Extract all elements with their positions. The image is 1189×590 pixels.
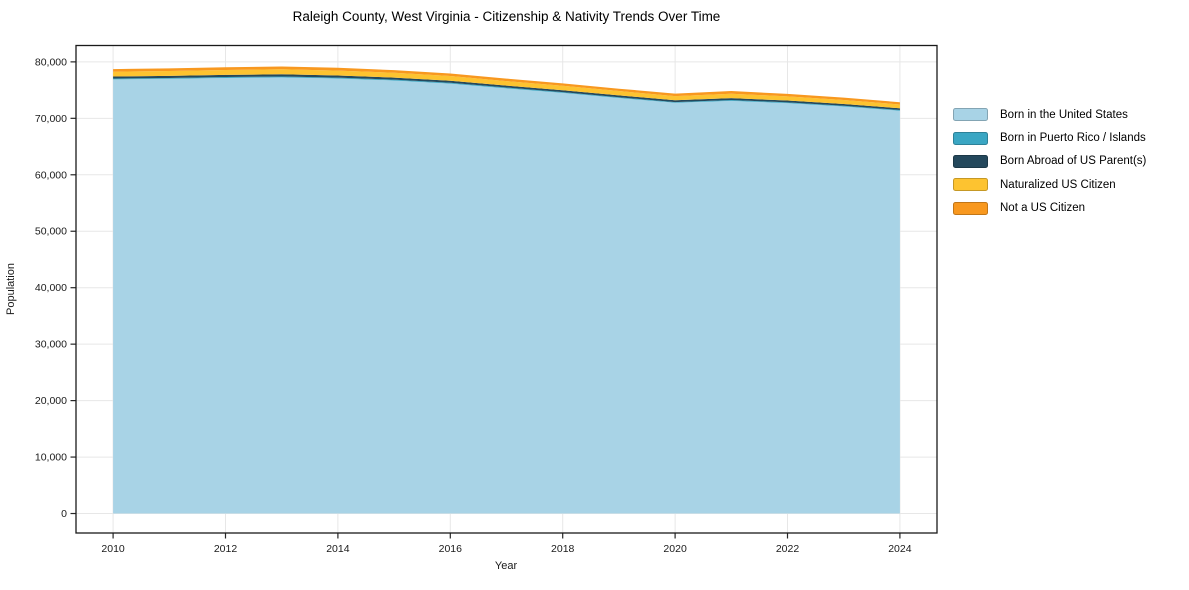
y-tick-label: 60,000 xyxy=(35,169,67,181)
area-not-a-us-citizen xyxy=(113,66,900,105)
area-born-in-the-united-states xyxy=(113,77,900,514)
area-naturalized-us-citizen xyxy=(113,69,900,109)
legend-label: Naturalized US Citizen xyxy=(1000,178,1116,191)
plot-border xyxy=(75,44,938,534)
legend-swatch xyxy=(953,131,988,145)
legend-item-born-in-the-united-states: Born in the United States xyxy=(953,103,1146,126)
chart-title: Raleigh County, West Virginia - Citizens… xyxy=(292,9,721,24)
legend: Born in the United States Born in Puerto … xyxy=(953,103,1146,220)
y-tick-label: 10,000 xyxy=(35,452,67,464)
y-tick-label: 40,000 xyxy=(35,282,67,294)
x-tick-label: 2016 xyxy=(439,543,463,555)
legend-item-not-a-us-citizen: Not a US Citizen xyxy=(953,197,1146,220)
y-tick-label: 80,000 xyxy=(35,56,67,68)
y-axis-label: Population xyxy=(5,263,17,315)
area-born-abroad-of-us-parent-s xyxy=(113,74,900,110)
y-tick-label: 30,000 xyxy=(35,339,67,351)
x-tick-label: 2018 xyxy=(551,543,575,555)
legend-label: Born in the United States xyxy=(1000,108,1128,121)
y-tick-label: 20,000 xyxy=(35,395,67,407)
x-tick-label: 2010 xyxy=(101,543,125,555)
legend-label: Born Abroad of US Parent(s) xyxy=(1000,155,1147,168)
legend-swatch xyxy=(953,201,988,215)
legend-item-born-in-puerto-rico-islands: Born in Puerto Rico / Islands xyxy=(953,126,1146,149)
legend-swatch xyxy=(953,154,988,168)
legend-swatch xyxy=(953,178,988,192)
y-tick-label: 0 xyxy=(61,508,67,520)
legend-swatch xyxy=(953,108,988,122)
x-axis-label: Year xyxy=(494,560,518,572)
legend-item-naturalized-us-citizen: Naturalized US Citizen xyxy=(953,173,1146,196)
y-tick-label: 70,000 xyxy=(35,113,67,125)
x-tick-label: 2012 xyxy=(214,543,238,555)
legend-item-born-abroad-of-us-parent-s: Born Abroad of US Parent(s) xyxy=(953,150,1146,173)
x-tick-label: 2014 xyxy=(326,543,350,555)
legend-label: Not a US Citizen xyxy=(1000,202,1086,215)
x-tick-label: 2022 xyxy=(776,543,800,555)
x-tick-label: 2024 xyxy=(888,543,912,555)
y-tick-label: 50,000 xyxy=(35,226,67,238)
x-tick-label: 2020 xyxy=(663,543,687,555)
legend-label: Born in Puerto Rico / Islands xyxy=(1000,132,1146,145)
